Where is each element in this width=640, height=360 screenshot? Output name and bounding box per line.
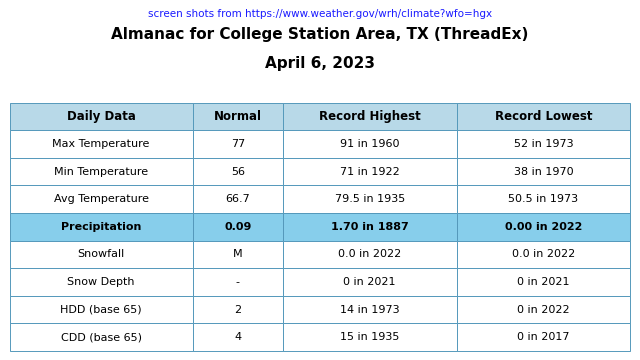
- Text: 79.5 in 1935: 79.5 in 1935: [335, 194, 404, 204]
- Bar: [10, 130, 193, 158]
- Bar: [456, 323, 630, 351]
- Text: 0 in 2021: 0 in 2021: [517, 277, 570, 287]
- Text: screen shots from https://www.weather.gov/wrh/climate?wfo=hgx: screen shots from https://www.weather.go…: [148, 9, 492, 19]
- Bar: [10, 268, 193, 296]
- Text: 91 in 1960: 91 in 1960: [340, 139, 399, 149]
- Text: 77: 77: [230, 139, 245, 149]
- Bar: [10, 296, 193, 323]
- Bar: [283, 268, 456, 296]
- Bar: [10, 240, 193, 268]
- Bar: [10, 323, 193, 351]
- Text: 38 in 1970: 38 in 1970: [514, 167, 573, 177]
- Bar: [283, 240, 456, 268]
- Text: HDD (base 65): HDD (base 65): [60, 305, 142, 315]
- Text: Snowfall: Snowfall: [77, 249, 125, 260]
- Bar: [283, 296, 456, 323]
- Text: Record Highest: Record Highest: [319, 110, 420, 123]
- Bar: [456, 158, 630, 185]
- Text: 2: 2: [234, 305, 241, 315]
- Text: Daily Data: Daily Data: [67, 110, 136, 123]
- Text: 0 in 2022: 0 in 2022: [517, 305, 570, 315]
- Bar: [193, 296, 283, 323]
- Bar: [193, 185, 283, 213]
- Bar: [283, 213, 456, 240]
- Text: 71 in 1922: 71 in 1922: [340, 167, 399, 177]
- Text: Precipitation: Precipitation: [61, 222, 141, 232]
- Text: M: M: [233, 249, 243, 260]
- Bar: [193, 240, 283, 268]
- Text: 0.0 in 2022: 0.0 in 2022: [338, 249, 401, 260]
- Text: 56: 56: [231, 167, 244, 177]
- Bar: [456, 213, 630, 240]
- Text: -: -: [236, 277, 240, 287]
- Text: Record Lowest: Record Lowest: [495, 110, 592, 123]
- Text: Avg Temperature: Avg Temperature: [54, 194, 148, 204]
- Text: CDD (base 65): CDD (base 65): [61, 332, 141, 342]
- Text: 0.09: 0.09: [224, 222, 252, 232]
- Bar: [10, 213, 193, 240]
- Text: 66.7: 66.7: [225, 194, 250, 204]
- Text: 0.00 in 2022: 0.00 in 2022: [505, 222, 582, 232]
- Text: Min Temperature: Min Temperature: [54, 167, 148, 177]
- Bar: [456, 268, 630, 296]
- Bar: [283, 158, 456, 185]
- Bar: [283, 323, 456, 351]
- Text: 14 in 1973: 14 in 1973: [340, 305, 399, 315]
- Text: 1.70 in 1887: 1.70 in 1887: [331, 222, 408, 232]
- Text: 52 in 1973: 52 in 1973: [514, 139, 573, 149]
- Bar: [456, 296, 630, 323]
- Bar: [193, 158, 283, 185]
- Text: 0 in 2021: 0 in 2021: [344, 277, 396, 287]
- Text: Snow Depth: Snow Depth: [67, 277, 135, 287]
- Bar: [456, 103, 630, 130]
- Bar: [193, 213, 283, 240]
- Text: 50.5 in 1973: 50.5 in 1973: [508, 194, 579, 204]
- Text: 0.0 in 2022: 0.0 in 2022: [512, 249, 575, 260]
- Text: 15 in 1935: 15 in 1935: [340, 332, 399, 342]
- Text: April 6, 2023: April 6, 2023: [265, 56, 375, 71]
- Bar: [283, 130, 456, 158]
- Bar: [10, 103, 193, 130]
- Bar: [193, 130, 283, 158]
- Text: Almanac for College Station Area, TX (ThreadEx): Almanac for College Station Area, TX (Th…: [111, 27, 529, 42]
- Text: 4: 4: [234, 332, 241, 342]
- Bar: [193, 323, 283, 351]
- Bar: [193, 103, 283, 130]
- Text: 0 in 2017: 0 in 2017: [517, 332, 570, 342]
- Bar: [283, 103, 456, 130]
- Bar: [10, 158, 193, 185]
- Bar: [456, 185, 630, 213]
- Text: Normal: Normal: [214, 110, 262, 123]
- Bar: [283, 185, 456, 213]
- Text: Max Temperature: Max Temperature: [52, 139, 150, 149]
- Bar: [10, 185, 193, 213]
- Bar: [456, 130, 630, 158]
- Bar: [456, 240, 630, 268]
- Bar: [193, 268, 283, 296]
